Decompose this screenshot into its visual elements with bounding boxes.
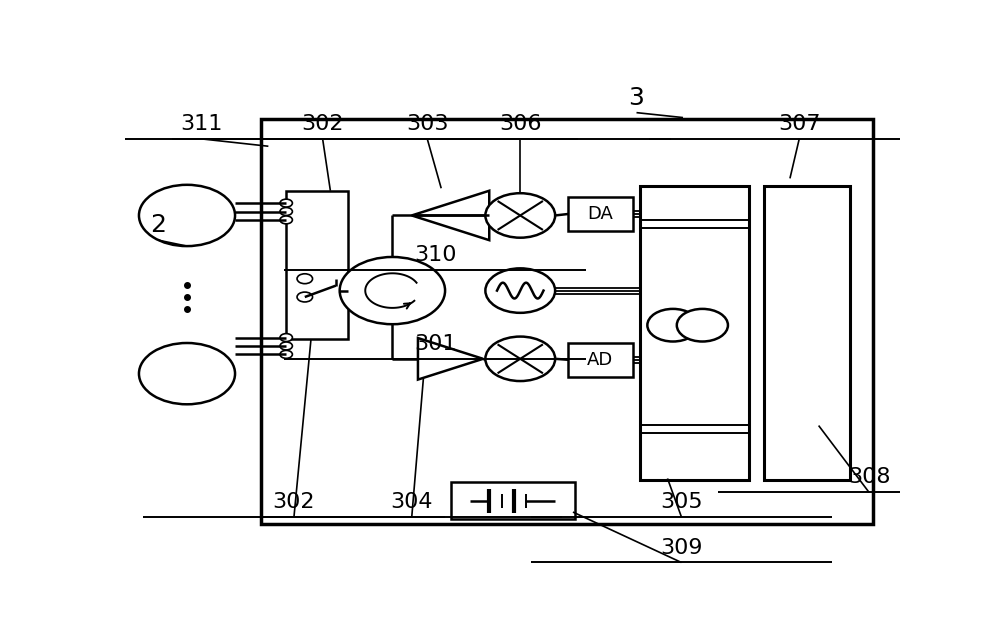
Circle shape	[297, 292, 313, 302]
Circle shape	[139, 185, 235, 246]
Circle shape	[340, 257, 445, 324]
Text: 301: 301	[414, 334, 456, 354]
Text: 2: 2	[150, 213, 166, 238]
Circle shape	[485, 193, 555, 238]
Text: 304: 304	[390, 492, 433, 512]
Text: 302: 302	[301, 114, 344, 134]
Circle shape	[280, 334, 292, 342]
Circle shape	[139, 343, 235, 404]
Text: 310: 310	[414, 245, 456, 265]
Text: 302: 302	[273, 492, 315, 512]
Text: DA: DA	[588, 205, 613, 223]
Circle shape	[677, 309, 728, 342]
Polygon shape	[418, 338, 483, 379]
Bar	[568, 196, 633, 231]
Text: 306: 306	[499, 114, 542, 134]
Circle shape	[280, 351, 292, 358]
Polygon shape	[412, 191, 489, 240]
Circle shape	[485, 268, 555, 313]
Bar	[640, 186, 749, 480]
Bar	[286, 191, 348, 339]
Text: AD: AD	[587, 351, 614, 369]
Circle shape	[297, 273, 313, 284]
Circle shape	[485, 336, 555, 381]
Circle shape	[280, 207, 292, 216]
Text: 308: 308	[848, 467, 890, 487]
Bar	[450, 482, 574, 519]
Text: 309: 309	[660, 537, 703, 558]
Bar	[764, 186, 850, 480]
Circle shape	[647, 309, 698, 342]
Text: 307: 307	[778, 114, 820, 134]
Text: 311: 311	[180, 114, 222, 134]
Circle shape	[280, 199, 292, 207]
Text: 303: 303	[406, 114, 448, 134]
Text: 3: 3	[629, 86, 644, 110]
Bar	[568, 342, 633, 377]
Text: 305: 305	[660, 492, 703, 512]
Bar	[261, 119, 873, 525]
Circle shape	[280, 216, 292, 224]
Circle shape	[280, 342, 292, 350]
